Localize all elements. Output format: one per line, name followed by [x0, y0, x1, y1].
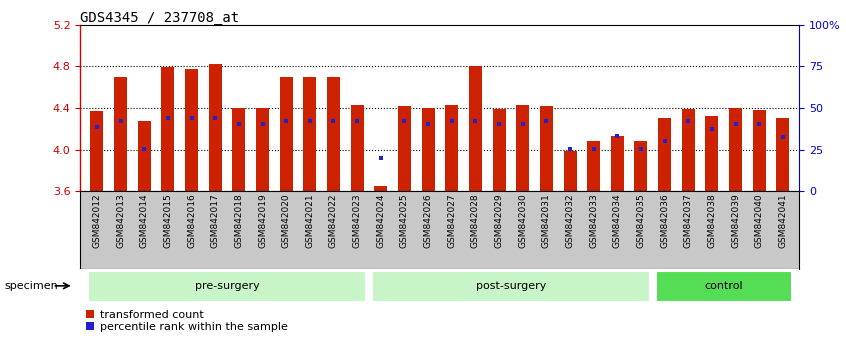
Text: GSM842030: GSM842030 — [519, 194, 527, 248]
Text: GSM842041: GSM842041 — [778, 194, 788, 248]
Bar — [469, 67, 482, 191]
Bar — [304, 77, 316, 191]
Bar — [706, 116, 718, 191]
Text: GSM842027: GSM842027 — [448, 194, 456, 248]
Bar — [114, 77, 127, 191]
Bar — [540, 106, 553, 191]
Bar — [162, 67, 174, 191]
Bar — [753, 110, 766, 191]
Text: GSM842013: GSM842013 — [116, 194, 125, 248]
Bar — [563, 150, 576, 191]
FancyBboxPatch shape — [372, 271, 650, 302]
Bar — [350, 105, 364, 191]
Text: GSM842032: GSM842032 — [565, 194, 574, 248]
FancyBboxPatch shape — [88, 271, 366, 302]
Text: GSM842020: GSM842020 — [282, 194, 291, 248]
Bar — [398, 106, 411, 191]
Bar — [611, 136, 624, 191]
Text: GSM842037: GSM842037 — [684, 194, 693, 248]
Text: GSM842012: GSM842012 — [92, 194, 102, 248]
Bar — [327, 77, 340, 191]
Text: GSM842022: GSM842022 — [329, 194, 338, 248]
Bar — [682, 109, 695, 191]
Text: GSM842026: GSM842026 — [424, 194, 432, 248]
Bar — [445, 105, 459, 191]
Text: GSM842029: GSM842029 — [495, 194, 503, 248]
Bar — [209, 64, 222, 191]
Text: GSM842016: GSM842016 — [187, 194, 196, 248]
Bar — [233, 108, 245, 191]
Text: GSM842038: GSM842038 — [707, 194, 717, 248]
Text: GSM842018: GSM842018 — [234, 194, 244, 248]
Bar — [280, 77, 293, 191]
Legend: transformed count, percentile rank within the sample: transformed count, percentile rank withi… — [86, 310, 288, 332]
Bar — [421, 108, 435, 191]
Text: control: control — [705, 281, 743, 291]
Bar — [587, 141, 600, 191]
Text: GSM842033: GSM842033 — [589, 194, 598, 248]
Text: GDS4345 / 237708_at: GDS4345 / 237708_at — [80, 11, 239, 25]
Text: GSM842023: GSM842023 — [353, 194, 361, 248]
Bar — [777, 118, 789, 191]
Text: GSM842031: GSM842031 — [542, 194, 551, 248]
Text: GSM842028: GSM842028 — [471, 194, 480, 248]
Bar — [138, 121, 151, 191]
Bar — [634, 141, 647, 191]
Text: pre-surgery: pre-surgery — [195, 281, 260, 291]
Bar — [516, 105, 530, 191]
Text: GSM842036: GSM842036 — [660, 194, 669, 248]
Text: post-surgery: post-surgery — [475, 281, 546, 291]
Bar — [492, 109, 506, 191]
FancyBboxPatch shape — [656, 271, 792, 302]
Text: GSM842024: GSM842024 — [376, 194, 385, 248]
Text: GSM842017: GSM842017 — [211, 194, 220, 248]
Bar — [729, 108, 742, 191]
Text: GSM842034: GSM842034 — [613, 194, 622, 248]
Text: GSM842021: GSM842021 — [305, 194, 315, 248]
Bar — [374, 186, 387, 191]
Bar — [91, 111, 103, 191]
Text: GSM842015: GSM842015 — [163, 194, 173, 248]
Text: GSM842035: GSM842035 — [636, 194, 645, 248]
Text: specimen: specimen — [4, 281, 58, 291]
Bar — [658, 118, 671, 191]
Text: GSM842039: GSM842039 — [731, 194, 740, 248]
Text: GSM842014: GSM842014 — [140, 194, 149, 248]
Text: GSM842025: GSM842025 — [400, 194, 409, 248]
Bar — [185, 69, 198, 191]
Text: GSM842019: GSM842019 — [258, 194, 267, 248]
Bar — [256, 108, 269, 191]
Text: GSM842040: GSM842040 — [755, 194, 764, 248]
